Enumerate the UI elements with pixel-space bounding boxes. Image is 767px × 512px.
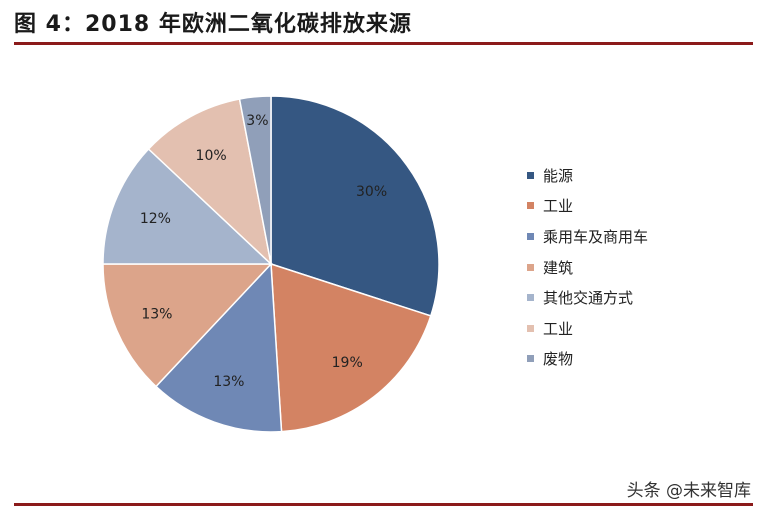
legend-swatch [527, 324, 534, 332]
legend-label: 乘用车及商用车 [543, 227, 649, 246]
legend-swatch [527, 263, 534, 271]
slice-label-5: 10% [196, 148, 227, 164]
legend-item-0: 能源 [527, 160, 648, 191]
legend-item-5: 工业 [527, 313, 648, 344]
legend-swatch [527, 171, 534, 179]
legend-item-1: 工业 [527, 191, 648, 222]
legend-swatch [527, 232, 534, 240]
legend-label: 能源 [543, 166, 574, 185]
chart-legend: 能源 工业 乘用车及商用车 建筑 其他交通方式 工业 废物 [527, 160, 648, 374]
pie-slice-2 [154, 262, 283, 433]
legend-item-2: 乘用车及商用车 [527, 221, 648, 252]
top-divider [14, 42, 753, 45]
legend-swatch [527, 294, 534, 302]
slice-label-1: 19% [332, 355, 363, 371]
chart-title: 图 4：2018 年欧洲二氧化碳排放来源 [14, 12, 412, 37]
bottom-divider [14, 503, 753, 506]
legend-label: 建筑 [543, 258, 574, 277]
pie-slices [102, 95, 440, 433]
legend-label: 工业 [543, 319, 574, 338]
legend-item-3: 建筑 [527, 252, 648, 283]
legend-item-4: 其他交通方式 [527, 282, 648, 313]
pie-slice-1 [270, 262, 432, 433]
slice-label-6: 3% [246, 113, 268, 129]
pie-slice-4 [102, 147, 273, 265]
pie-labels: 30% 19% 13% 13% 12% 10% 3% [140, 113, 387, 390]
pie-slice-0 [270, 95, 440, 317]
slice-label-4: 12% [140, 211, 171, 227]
legend-label: 工业 [543, 197, 574, 216]
slice-label-0: 30% [356, 184, 387, 200]
legend-label: 其他交通方式 [543, 289, 634, 308]
pie-slice-5 [147, 98, 273, 267]
watermark: 头条 @未来智库 [626, 481, 751, 501]
slice-label-3: 13% [141, 306, 172, 322]
legend-swatch [527, 355, 534, 363]
pie-slice-6 [238, 95, 272, 265]
legend-label: 废物 [543, 350, 574, 369]
legend-item-6: 废物 [527, 344, 648, 375]
pie-slice-3 [102, 263, 273, 388]
slice-label-2: 13% [213, 374, 244, 390]
legend-swatch [527, 202, 534, 210]
